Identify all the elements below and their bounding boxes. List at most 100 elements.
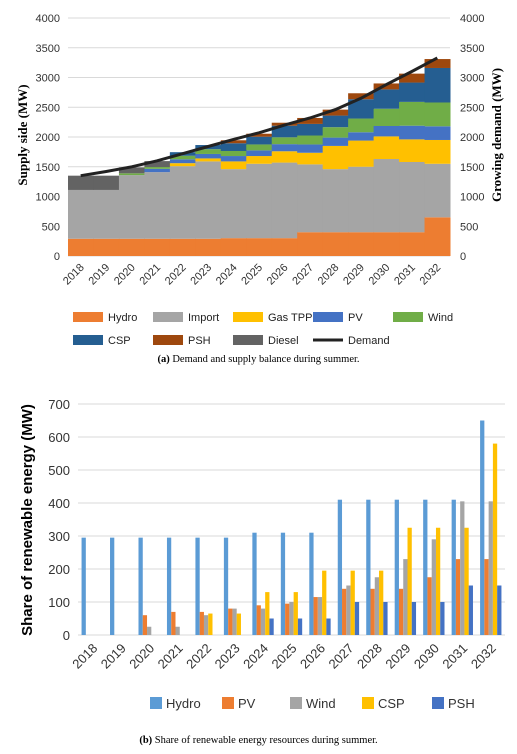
caption-a-text: Demand and supply balance during summer.: [172, 354, 360, 365]
area-segment-wind: [195, 149, 222, 154]
area-segment-wind: [322, 127, 349, 138]
legend-label: PSH: [188, 335, 211, 347]
chart-a-left-ticks: 0 500 1000 1500 2000 2500 3000 3500 4000: [36, 13, 60, 263]
area-segment-hydro: [373, 232, 400, 256]
area-segment-pv: [246, 150, 273, 157]
area-segment-import: [399, 161, 426, 233]
area-segment-import: [220, 169, 247, 239]
area-segment-pv: [144, 168, 171, 173]
bar-psh: [297, 618, 303, 635]
area-segment-wind: [399, 101, 426, 126]
bar-hydro: [280, 532, 286, 635]
legend-swatch: [313, 312, 343, 322]
area-segment-diesel: [118, 167, 145, 174]
bar-pv: [398, 588, 404, 635]
area-segment-hydro: [220, 238, 247, 256]
y-tick-label: 600: [48, 430, 70, 445]
area-segment-wind: [424, 102, 451, 127]
supply-demand-chart: 0 500 1000 1500 2000 2500 3000 3500 4000 0 500 100…: [15, 13, 504, 347]
legend-label: Hydro: [108, 312, 137, 324]
chart-b-legend: Hydro PV Wind CSP PSH: [150, 696, 475, 711]
x-tick-label: 2024: [240, 641, 271, 672]
area-segment-pv: [424, 126, 451, 140]
y-tick-label: 2500: [36, 102, 60, 114]
area-segment-hydro: [246, 238, 273, 256]
area-segment-pv: [220, 156, 247, 162]
bar-psh: [497, 585, 502, 635]
bar-pv: [342, 588, 347, 635]
x-tick-label: 2030: [411, 641, 442, 672]
bar-hydro: [166, 537, 172, 635]
y-tick-label: 400: [48, 496, 70, 511]
area-segment-gas-tpp: [399, 139, 426, 162]
area-segment-pv: [373, 125, 400, 137]
bar-pv: [171, 611, 176, 635]
x-tick-label: 2031: [392, 262, 418, 288]
area-segment-diesel: [68, 175, 94, 190]
area-segment-import: [297, 164, 324, 233]
area-segment-wind: [271, 137, 298, 145]
x-tick-label: 2025: [269, 641, 300, 672]
y-tick-label: 300: [48, 529, 70, 544]
x-tick-label: 2021: [137, 262, 163, 288]
y-tick-label: 500: [48, 463, 70, 478]
legend-label: PV: [238, 696, 256, 711]
bar-csp: [322, 570, 327, 635]
area-segment-hydro: [271, 238, 298, 256]
legend-swatch: [362, 697, 374, 709]
area-segment-gas-tpp: [220, 161, 247, 170]
bar-psh: [354, 602, 360, 635]
area-segment-wind: [246, 144, 273, 151]
chart-a-right-axis-title: Growing demand (MW): [489, 68, 504, 202]
bar-csp: [379, 570, 384, 635]
x-tick-label: 2020: [112, 262, 138, 288]
x-tick-label: 2029: [341, 262, 367, 288]
area-segment-hydro: [93, 238, 120, 256]
bar-csp: [208, 613, 213, 635]
caption-b-label: (b): [139, 735, 153, 746]
x-tick-label: 2032: [468, 641, 499, 672]
bar-wind: [488, 501, 493, 635]
legend-label: Demand: [348, 335, 390, 347]
caption-a: (a) Demand and supply balance during sum…: [0, 354, 517, 365]
bar-hydro: [81, 537, 86, 635]
legend-swatch: [393, 312, 423, 322]
area-segment-gas-tpp: [348, 140, 375, 167]
bar-pv: [370, 588, 375, 635]
y2-tick-label: 500: [460, 221, 478, 233]
area-segment-import: [424, 163, 451, 218]
bar-csp: [492, 443, 498, 635]
area-segment-csp: [220, 143, 247, 151]
x-tick-label: 2018: [61, 262, 87, 288]
chart-b-x-ticks: 2018201920202021202220232024202520262027…: [69, 641, 499, 672]
area-segment-wind: [373, 108, 400, 126]
x-tick-label: 2027: [325, 641, 356, 672]
x-tick-label: 2032: [418, 262, 444, 288]
x-tick-label: 2023: [188, 262, 214, 288]
area-segment-import: [169, 166, 196, 239]
area-segment-hydro: [399, 232, 426, 256]
caption-b-text: Share of renewable energy resources duri…: [154, 735, 378, 746]
bar-psh: [411, 602, 417, 635]
area-segment-hydro: [169, 238, 196, 256]
area-segment-import: [93, 189, 120, 239]
x-tick-label: 2022: [183, 641, 214, 672]
area-segment-hydro: [424, 217, 451, 256]
area-segment-psh: [424, 59, 451, 68]
area-segment-pv: [322, 137, 349, 146]
bar-wind: [317, 597, 323, 635]
area-segment-hydro: [144, 238, 171, 256]
x-tick-label: 2024: [214, 262, 240, 288]
area-segment-hydro: [297, 232, 324, 256]
area-segment-pv: [195, 153, 222, 159]
area-segment-csp: [297, 123, 324, 136]
area-segment-hydro: [348, 232, 375, 256]
legend-label: Hydro: [166, 696, 201, 711]
bar-hydro: [480, 420, 485, 635]
bar-csp: [407, 527, 412, 635]
chart-a-right-ticks: 0 500 1000 1500 2000 2500 3000 3500 4000: [460, 13, 484, 263]
legend-swatch: [233, 335, 263, 345]
y2-tick-label: 1500: [460, 162, 484, 174]
y-tick-label: 4000: [36, 13, 60, 25]
